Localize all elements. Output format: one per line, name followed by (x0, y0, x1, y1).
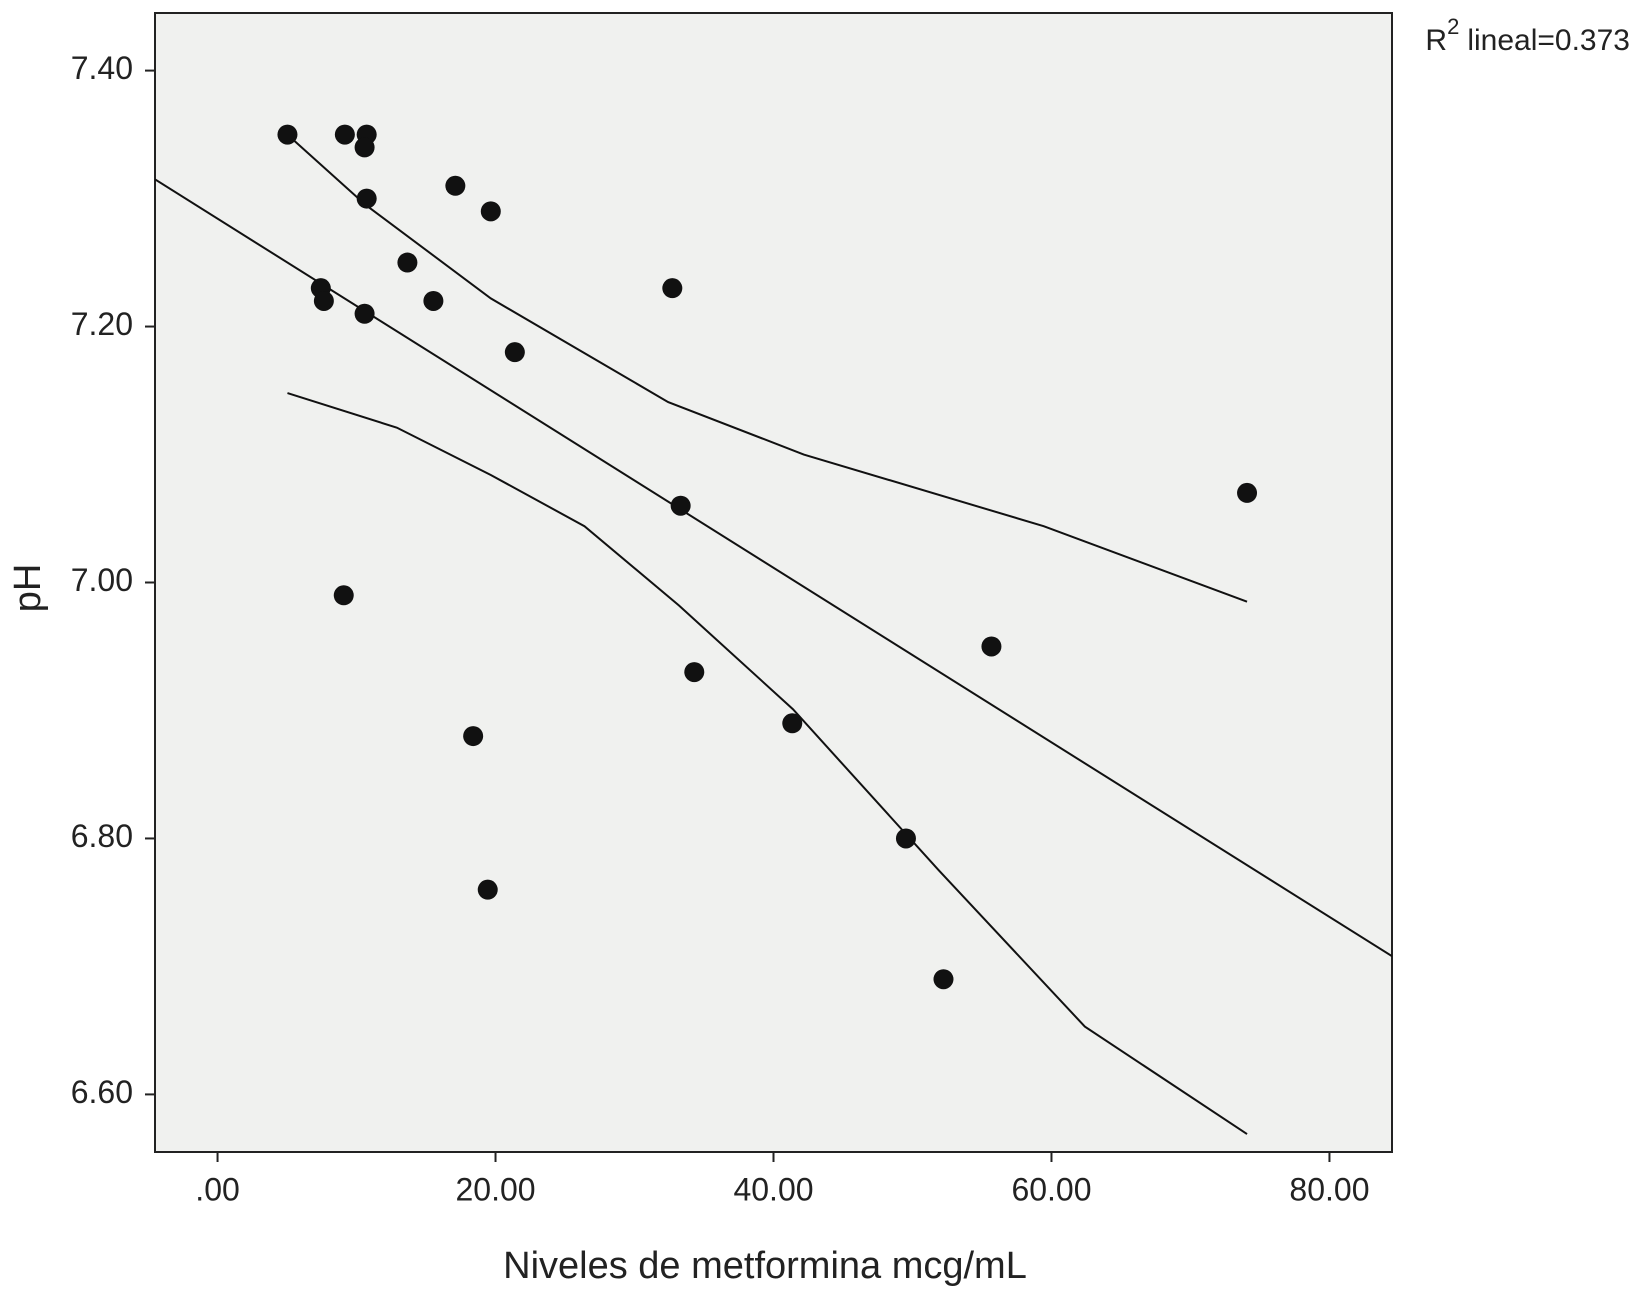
y-tick-label: 6.60 (71, 1074, 133, 1110)
point (463, 726, 484, 747)
point (895, 828, 916, 849)
point (354, 303, 375, 324)
x-tick-label: 60.00 (1011, 1171, 1091, 1207)
point (1237, 482, 1258, 503)
confidence-band (287, 392, 1248, 1135)
x-axis-label: Niveles de metformina mcg/mL (503, 1245, 1027, 1287)
point (504, 342, 525, 363)
point (445, 175, 466, 196)
point (277, 124, 298, 145)
x-tick-label: 20.00 (455, 1171, 535, 1207)
point (313, 290, 334, 311)
plot-area (154, 12, 1393, 1153)
point (356, 188, 377, 209)
y-tick-label: 6.80 (71, 818, 133, 854)
point (670, 495, 691, 516)
point (480, 201, 501, 222)
point (354, 137, 375, 158)
annotation-r: R (1425, 24, 1447, 57)
y-tick-label: 7.40 (71, 50, 133, 86)
r2-annotation: R2 lineal=0.373 (1425, 14, 1630, 57)
annotation-text: lineal=0.373 (1467, 24, 1630, 57)
point (684, 662, 705, 683)
point (933, 969, 954, 990)
x-tick-label: 40.00 (733, 1171, 813, 1207)
point (333, 585, 354, 606)
point (397, 252, 418, 273)
point (334, 124, 355, 145)
x-tick-label: 80.00 (1289, 1171, 1369, 1207)
point (981, 636, 1002, 657)
y-tick-label: 7.20 (71, 306, 133, 342)
x-tick-label: .00 (195, 1171, 239, 1207)
annotation-superscript: 2 (1447, 14, 1459, 39)
point (477, 879, 498, 900)
point (662, 278, 683, 299)
y-tick-label: 7.00 (71, 562, 133, 598)
point (423, 290, 444, 311)
y-axis-label: pH (7, 564, 49, 613)
point (782, 713, 803, 734)
